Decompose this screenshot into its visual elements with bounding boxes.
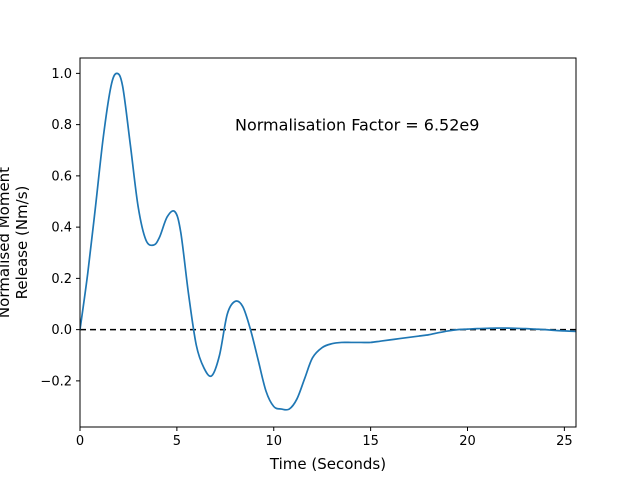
y-tick-label: 0.8	[51, 118, 72, 133]
y-tick-label: 0.0	[51, 323, 72, 338]
x-tick-label: 5	[173, 434, 181, 449]
y-tick-label: 0.4	[51, 221, 72, 236]
x-axis-label: Time (Seconds)	[269, 455, 386, 473]
axes-frame	[79, 57, 577, 428]
y-tick-label: 0.2	[51, 272, 72, 287]
annotation-text: Normalisation Factor = 6.52e9	[235, 116, 479, 135]
x-tick-label: 15	[362, 434, 379, 449]
x-tick-label: 20	[459, 434, 476, 449]
x-tick-label: 25	[556, 434, 573, 449]
y-tick-label: 1.0	[51, 67, 72, 82]
y-axis-label-line-1: Normalised Moment	[0, 167, 13, 318]
plot-area	[80, 72, 576, 411]
y-tick-label: −0.2	[40, 374, 72, 389]
series-line-0	[80, 72, 576, 411]
y-tick-label: 0.6	[51, 169, 72, 184]
x-tick-label: 10	[265, 434, 282, 449]
y-axis-label-line-2: Release (Nm/s)	[13, 186, 31, 300]
x-tick-label: 0	[76, 434, 84, 449]
axes: 0 5 10 15 20 25 −0.2 0.0 0.2 0.4 0.6 0.8 1.0	[40, 57, 577, 449]
